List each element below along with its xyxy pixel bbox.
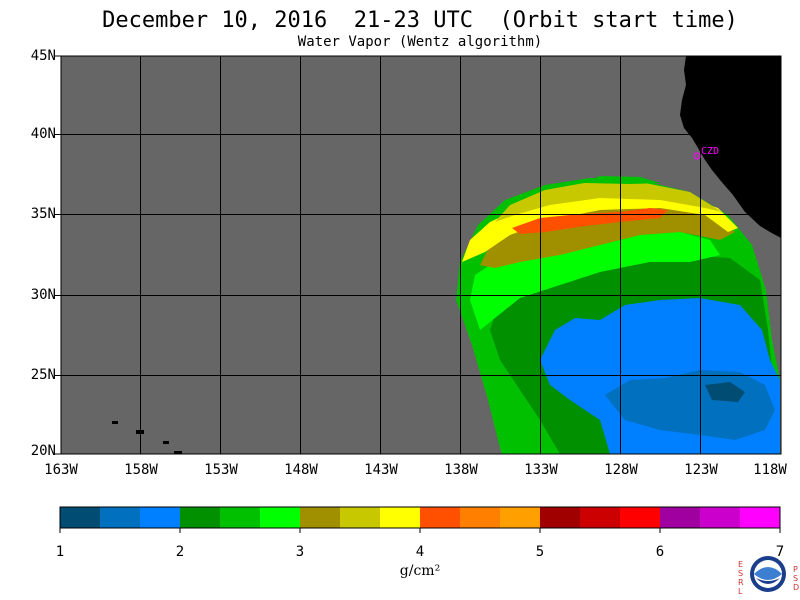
lat-label-25n: 25N — [30, 367, 56, 383]
lon-label-128w: 128W — [604, 462, 638, 478]
colorbar-swatch — [660, 507, 701, 528]
colorbar-swatch — [580, 507, 621, 528]
colorbar-swatch — [500, 507, 541, 528]
swath-khaki-region — [495, 182, 722, 222]
lat-label-45n: 45N — [30, 48, 56, 64]
logo-letter-s2: S — [793, 574, 799, 583]
colorbar-swatch — [60, 507, 101, 528]
lat-label-35n: 35N — [30, 206, 56, 222]
swath-top-green-strip — [585, 176, 660, 184]
map-subtitle: Water Vapor (Wentz algorithm) — [297, 34, 543, 50]
logo-letter-r: R — [738, 578, 744, 587]
colorbar-label-4: 4 — [415, 544, 425, 560]
colorbar-swatch — [620, 507, 661, 528]
colorbar-frame — [59, 506, 781, 529]
map-grid — [61, 56, 781, 454]
colorbar-ticks — [59, 528, 781, 533]
lon-label-118w: 118W — [753, 462, 787, 478]
noaa-logo — [750, 556, 786, 592]
swath-darkest-blue-region — [705, 382, 745, 402]
logo-letter-e: E — [738, 560, 744, 569]
colorbar-label-5: 5 — [535, 544, 545, 560]
colorbar-swatch — [260, 507, 301, 528]
colorbar-swatch — [420, 507, 461, 528]
logo-letter-d: D — [793, 583, 800, 592]
colorbar-swatch — [300, 507, 341, 528]
lon-label-158w: 158W — [124, 462, 158, 478]
colorbar-swatch — [220, 507, 261, 528]
logo-letter-p: P — [793, 565, 798, 574]
colorbar-swatch — [100, 507, 141, 528]
lon-label-123w: 123W — [684, 462, 718, 478]
colorbar-label-1: 1 — [55, 544, 65, 560]
colorbar-swatch — [460, 507, 501, 528]
station-marker-czd — [693, 152, 701, 160]
colorbar-swatch — [340, 507, 381, 528]
california-landmass — [680, 56, 781, 238]
lon-label-153w: 153W — [204, 462, 238, 478]
colorbar-swatch — [700, 507, 741, 528]
logo-letter-s: S — [738, 569, 744, 578]
colorbar-swatch — [380, 507, 421, 528]
axis-ticks — [55, 55, 61, 455]
colorbar-label-6: 6 — [655, 544, 665, 560]
lon-label-133w: 133W — [524, 462, 558, 478]
lon-label-163w: 163W — [44, 462, 78, 478]
logo-letter-l: L — [738, 587, 743, 596]
station-label-czd: CZD — [701, 146, 720, 157]
colorbar-swatch — [180, 507, 221, 528]
lat-label-20n: 20N — [30, 443, 56, 459]
colorbar-label-2: 2 — [175, 544, 185, 560]
lat-label-40n: 40N — [30, 126, 56, 142]
colorbar-label-7: 7 — [775, 544, 785, 560]
colorbar-swatch — [140, 507, 181, 528]
colorbar — [60, 507, 781, 528]
colorbar-swatch — [740, 507, 781, 528]
lon-label-148w: 148W — [284, 462, 318, 478]
lon-label-138w: 138W — [444, 462, 478, 478]
lon-label-143w: 143W — [364, 462, 398, 478]
lat-label-30n: 30N — [30, 287, 56, 303]
map-frame — [60, 55, 782, 455]
colorbar-label-3: 3 — [295, 544, 305, 560]
map-title: December 10, 2016 21-23 UTC (Orbit start… — [102, 8, 738, 33]
colorbar-units: g/cm² — [399, 563, 441, 579]
colorbar-swatch — [540, 507, 581, 528]
